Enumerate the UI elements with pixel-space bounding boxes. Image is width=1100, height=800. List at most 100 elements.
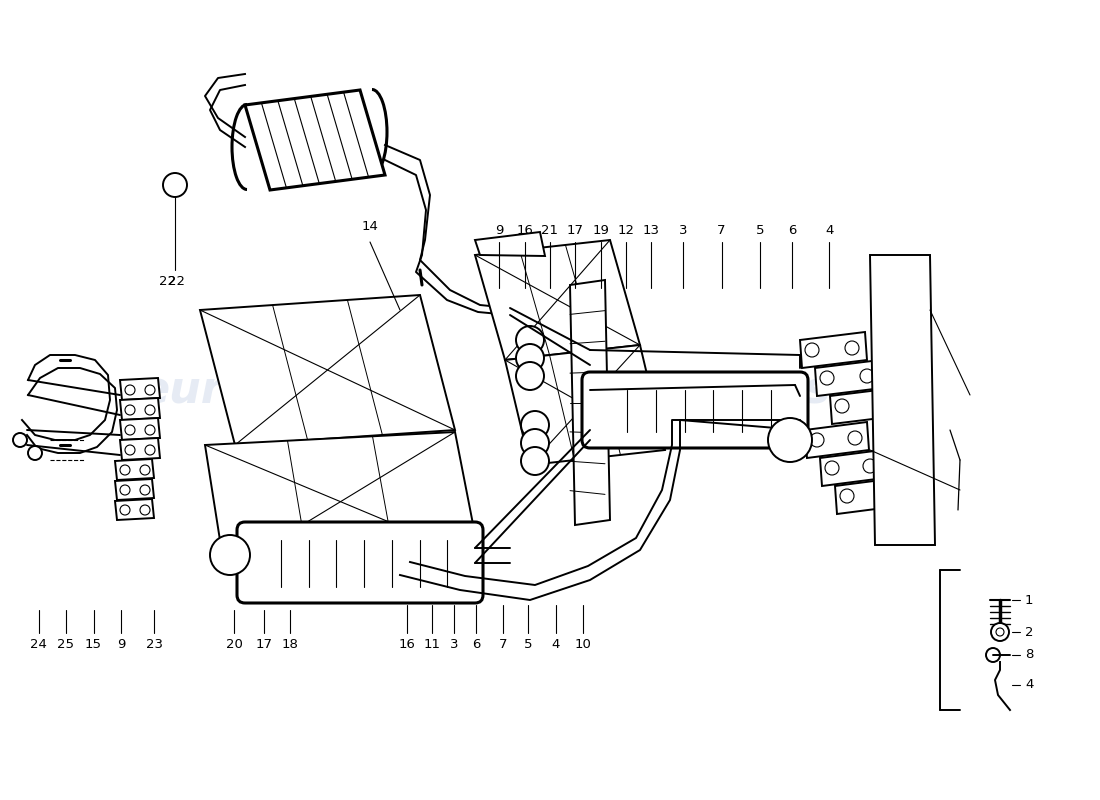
Circle shape (120, 505, 130, 515)
Text: 17: 17 (566, 223, 584, 237)
Polygon shape (116, 479, 154, 500)
Circle shape (874, 397, 889, 411)
Text: 16: 16 (398, 638, 416, 651)
Circle shape (516, 326, 544, 354)
Polygon shape (200, 295, 455, 445)
Polygon shape (815, 360, 882, 396)
Polygon shape (120, 418, 160, 440)
Circle shape (768, 418, 812, 462)
Circle shape (125, 425, 135, 435)
Polygon shape (805, 422, 869, 458)
Circle shape (835, 399, 849, 413)
Text: 19: 19 (592, 223, 609, 237)
Circle shape (516, 362, 544, 390)
Text: eurospares: eurospares (549, 369, 830, 411)
Circle shape (125, 445, 135, 455)
Circle shape (120, 465, 130, 475)
Circle shape (820, 371, 834, 385)
Text: 22: 22 (160, 275, 176, 288)
Circle shape (145, 405, 155, 415)
Text: 5: 5 (756, 223, 764, 237)
Circle shape (864, 459, 877, 473)
Text: 17: 17 (255, 638, 273, 651)
Text: 12: 12 (617, 223, 635, 237)
Circle shape (140, 505, 150, 515)
Text: 4: 4 (1025, 678, 1033, 691)
Polygon shape (120, 438, 160, 460)
Circle shape (210, 535, 250, 575)
Circle shape (810, 433, 824, 447)
Text: 22: 22 (168, 275, 185, 288)
Circle shape (860, 369, 875, 383)
Circle shape (991, 623, 1009, 641)
Text: 15: 15 (85, 638, 102, 651)
Text: 4: 4 (551, 638, 560, 651)
Text: 18: 18 (282, 638, 299, 651)
Text: 6: 6 (788, 223, 796, 237)
Circle shape (825, 461, 839, 475)
Text: eurospares: eurospares (140, 369, 420, 411)
Circle shape (840, 489, 854, 503)
Text: 25: 25 (57, 638, 75, 651)
Polygon shape (835, 478, 899, 514)
Circle shape (13, 433, 28, 447)
Circle shape (145, 385, 155, 395)
Text: 7: 7 (498, 638, 507, 651)
Polygon shape (505, 345, 666, 465)
Polygon shape (475, 232, 544, 256)
Polygon shape (800, 332, 867, 368)
Circle shape (521, 411, 549, 439)
Circle shape (878, 487, 892, 501)
Circle shape (516, 344, 544, 372)
Text: 2: 2 (1025, 626, 1034, 638)
Text: 9: 9 (495, 223, 504, 237)
Text: 3: 3 (450, 638, 459, 651)
FancyBboxPatch shape (236, 522, 483, 603)
Circle shape (163, 173, 187, 197)
Text: 5: 5 (524, 638, 532, 651)
Circle shape (125, 405, 135, 415)
Circle shape (805, 343, 820, 357)
Polygon shape (820, 450, 884, 486)
Text: 4: 4 (825, 223, 834, 237)
Text: 10: 10 (574, 638, 592, 651)
Text: 23: 23 (145, 638, 163, 651)
Text: 7: 7 (717, 223, 726, 237)
Text: 3: 3 (679, 223, 688, 237)
Circle shape (125, 385, 135, 395)
Circle shape (521, 447, 549, 475)
Text: 20: 20 (226, 638, 243, 651)
Polygon shape (570, 280, 611, 525)
Polygon shape (120, 398, 160, 420)
Circle shape (848, 431, 862, 445)
Circle shape (120, 485, 130, 495)
Polygon shape (475, 240, 640, 360)
Circle shape (140, 465, 150, 475)
Circle shape (145, 425, 155, 435)
Polygon shape (116, 499, 154, 520)
Text: 16: 16 (516, 223, 534, 237)
Circle shape (28, 446, 42, 460)
Text: 11: 11 (424, 638, 441, 651)
Circle shape (996, 628, 1004, 636)
Text: 24: 24 (30, 638, 47, 651)
Text: 9: 9 (117, 638, 125, 651)
Polygon shape (116, 459, 154, 480)
Text: 21: 21 (541, 223, 559, 237)
Circle shape (845, 341, 859, 355)
Polygon shape (830, 388, 896, 424)
Text: 6: 6 (472, 638, 481, 651)
Circle shape (145, 445, 155, 455)
Polygon shape (870, 255, 935, 545)
Circle shape (140, 485, 150, 495)
Circle shape (521, 429, 549, 457)
Polygon shape (245, 90, 385, 190)
Text: 1: 1 (1025, 594, 1034, 606)
Text: 8: 8 (1025, 649, 1033, 662)
Text: 13: 13 (642, 223, 660, 237)
Polygon shape (205, 432, 480, 572)
Circle shape (986, 648, 1000, 662)
Polygon shape (120, 378, 160, 400)
FancyBboxPatch shape (582, 372, 808, 448)
Text: 14: 14 (362, 220, 378, 233)
